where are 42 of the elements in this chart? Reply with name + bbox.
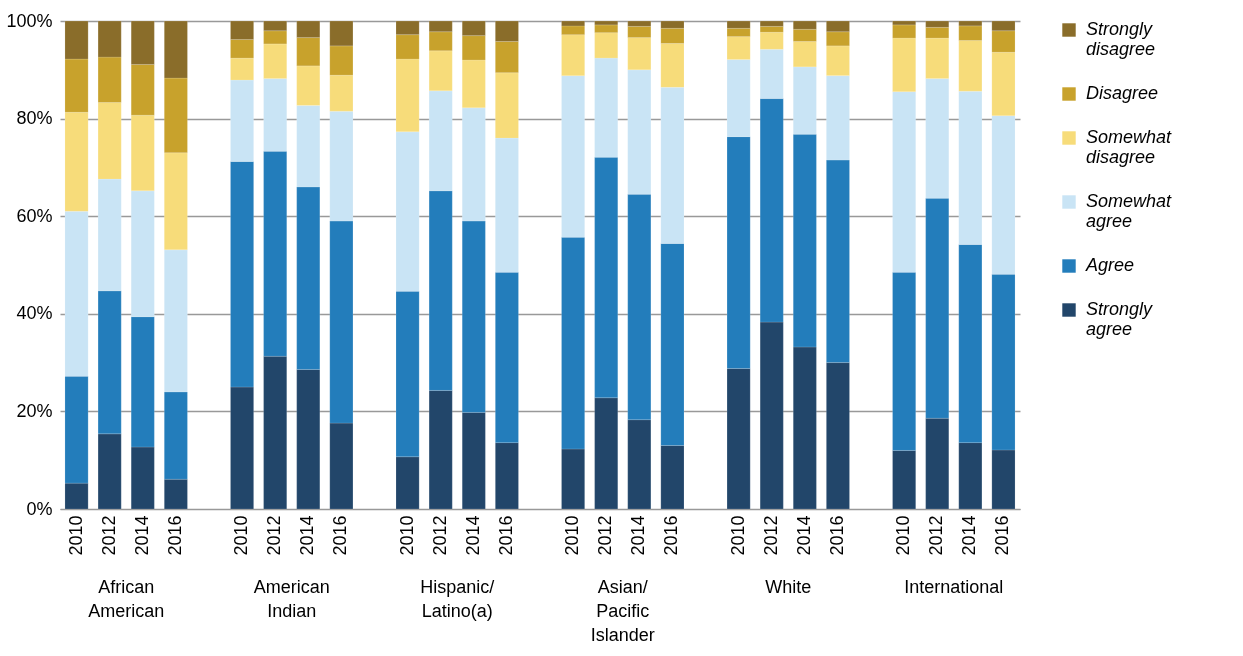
y-tick-label: 80%: [16, 108, 53, 129]
x-tick-label: 2014: [131, 515, 152, 556]
x-tick-label: 2016: [330, 515, 351, 556]
x-tick-label: 2012: [926, 515, 947, 556]
x-tick-label: 2010: [65, 515, 86, 556]
text: American Indian: [253, 577, 330, 621]
x-tick-label: 2012: [264, 515, 285, 556]
legend-label: Strongly agree: [1086, 299, 1154, 339]
legend-label: Strongly disagree: [1086, 19, 1156, 59]
x-tick-label: 2010: [562, 515, 583, 556]
x-tick-label: 2010: [727, 515, 748, 556]
y-tick-label: 100%: [6, 10, 53, 31]
legend-label: Somewhat agree: [1086, 191, 1173, 231]
x-tick-label: 2016: [164, 515, 185, 556]
x-tick-label: 2014: [297, 515, 318, 556]
text: African American: [88, 577, 165, 621]
x-tick-label: 2012: [595, 515, 616, 556]
y-tick-label: 60%: [16, 205, 53, 226]
x-tick-label: 2012: [98, 515, 119, 556]
text: Asian/Pacific Islander: [590, 577, 655, 645]
x-tick-label: 2012: [760, 515, 781, 556]
x-tick-label: 2016: [495, 515, 516, 556]
legend-label: Disagree: [1086, 83, 1159, 103]
text: Hispanic/Latino(a): [420, 577, 495, 621]
x-tick-label: 2016: [992, 515, 1013, 556]
x-tick-label: 2014: [959, 515, 980, 556]
text: International: [904, 577, 1004, 597]
y-tick-label: 20%: [16, 400, 53, 421]
x-tick-label: 2016: [661, 515, 682, 556]
x-tick-label: 2014: [628, 515, 649, 556]
x-tick-label: 2016: [826, 515, 847, 556]
legend-label: Somewhat disagree: [1086, 127, 1173, 167]
x-tick-label: 2014: [462, 515, 483, 556]
text: White: [765, 577, 812, 597]
x-tick-label: 2010: [231, 515, 252, 556]
legend-label: Agree: [1085, 255, 1135, 275]
x-tick-label: 2010: [396, 515, 417, 556]
y-tick-label: 40%: [16, 303, 53, 324]
x-tick-label: 2014: [793, 515, 814, 556]
y-tick-label: 0%: [26, 498, 53, 519]
x-tick-label: 2010: [893, 515, 914, 556]
x-tick-label: 2012: [429, 515, 450, 556]
